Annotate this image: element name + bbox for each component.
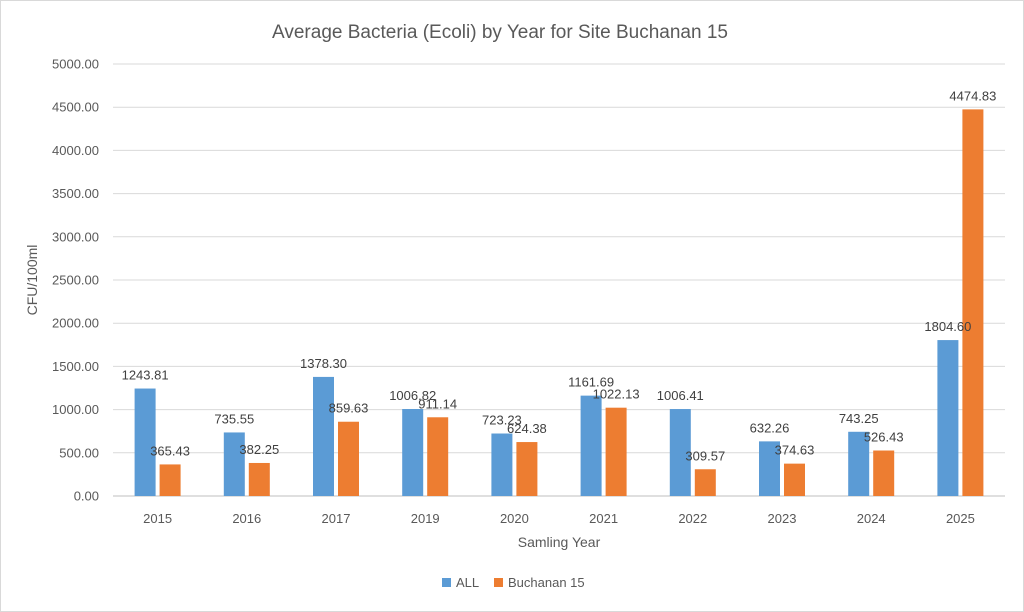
bar-buchanan-15	[784, 463, 805, 496]
data-label: 309.57	[685, 448, 725, 463]
bar-buchanan-15	[427, 417, 449, 496]
data-labels: 1243.81 365.43 735.55 382.25 1378.30 859.63 10…	[122, 88, 997, 463]
x-tick-label: 2016	[232, 511, 261, 526]
legend: ALL Buchanan 15	[442, 575, 585, 590]
y-tick-label: 5000.00	[52, 57, 99, 72]
data-label: 1006.41	[657, 388, 704, 403]
legend-label: Buchanan 15	[508, 575, 585, 590]
y-tick-label: 1500.00	[52, 359, 99, 374]
bar-all	[491, 433, 513, 496]
y-axis-title: CFU/100ml	[24, 245, 40, 316]
bar-all	[759, 441, 780, 496]
chart-title: Average Bacteria (Ecoli) by Year for Sit…	[272, 22, 728, 43]
bar-buchanan-15	[159, 464, 181, 496]
x-axis-title: Samling Year	[518, 534, 601, 550]
x-tick-label: 2019	[411, 511, 440, 526]
y-tick-label: 1000.00	[52, 402, 99, 417]
bar-all	[223, 432, 245, 496]
x-tick-label: 2023	[768, 511, 797, 526]
data-label: 911.14	[418, 396, 457, 411]
x-tick-label: 2021	[589, 511, 618, 526]
y-tick-label: 3500.00	[52, 186, 99, 201]
data-label: 1243.81	[122, 368, 169, 383]
bar-buchanan-15	[962, 109, 984, 496]
data-label: 4474.83	[949, 88, 996, 103]
y-tick-label: 4500.00	[52, 100, 99, 115]
bar-all	[848, 431, 870, 496]
bar-all	[134, 388, 156, 496]
x-axis-ticks: 2015 2016 2017 2019 2020 2021 2022 2023 2024 2025	[143, 511, 975, 526]
bars	[134, 109, 984, 496]
data-label: 723.23	[482, 413, 522, 428]
x-tick-label: 2020	[500, 511, 529, 526]
data-label: 1378.30	[300, 356, 347, 371]
x-tick-label: 2015	[143, 511, 172, 526]
data-label: 382.25	[239, 442, 279, 457]
x-tick-label: 2024	[857, 511, 886, 526]
data-label: 1161.69	[568, 375, 614, 390]
x-tick-label: 2022	[678, 511, 707, 526]
data-label: 859.63	[329, 401, 369, 416]
data-label: 1804.60	[924, 319, 971, 334]
bar-buchanan-15	[338, 421, 359, 496]
data-label: 526.43	[864, 430, 904, 445]
bar-all	[313, 376, 334, 496]
legend-swatch-buchanan-15	[494, 578, 503, 587]
bar-buchanan-15	[873, 450, 895, 496]
data-label: 1006.82	[389, 388, 436, 403]
bar-all	[402, 409, 424, 496]
bar-buchanan-15	[516, 442, 538, 496]
y-axis-ticks: 0.00 500.00 1000.00 1500.00 2000.00 2500.00 30…	[52, 57, 99, 504]
y-tick-label: 3000.00	[52, 229, 99, 244]
bar-all	[937, 340, 959, 496]
data-label: 374.63	[775, 443, 815, 458]
bar-all	[669, 409, 691, 496]
bar-buchanan-15	[694, 469, 716, 496]
data-label: 1022.13	[593, 387, 640, 402]
y-tick-label: 0.00	[74, 489, 99, 504]
data-label: 365.43	[150, 443, 190, 458]
data-label: 632.26	[750, 420, 790, 435]
data-label: 624.38	[507, 421, 547, 436]
x-tick-label: 2025	[946, 511, 975, 526]
data-label: 743.25	[839, 411, 879, 426]
x-tick-label: 2017	[322, 511, 351, 526]
y-tick-label: 2000.00	[52, 316, 99, 331]
y-tick-label: 4000.00	[52, 143, 99, 158]
legend-swatch-all	[442, 578, 451, 587]
y-tick-label: 500.00	[59, 445, 99, 460]
bar-buchanan-15	[605, 407, 627, 496]
legend-label: ALL	[456, 575, 479, 590]
bar-buchanan-15	[248, 462, 270, 496]
y-tick-label: 2500.00	[52, 273, 99, 288]
bar-all	[580, 395, 602, 496]
data-label: 735.55	[214, 411, 254, 426]
